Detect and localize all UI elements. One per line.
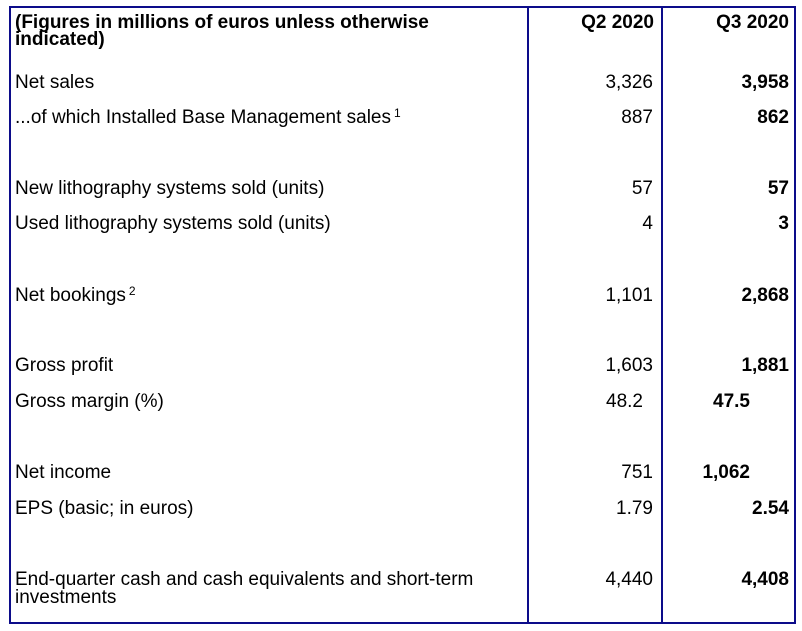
row-label: EPS (basic; in euros) xyxy=(15,498,194,519)
row-q3-value: 57 xyxy=(767,178,789,199)
financial-table: (Figures in millions of euros unless oth… xyxy=(9,6,796,624)
row-label: Gross profit xyxy=(15,355,114,376)
header-label: (Figures in millions of euros unless oth… xyxy=(15,12,429,50)
column-divider-q3 xyxy=(661,8,663,622)
row-label: Used lithography systems sold (units) xyxy=(15,213,331,234)
row-q3-value: 2.54 xyxy=(752,498,789,519)
row-q3-value: 3,958 xyxy=(741,72,789,93)
row-label: End-quarter cash and cash equivalents an… xyxy=(15,569,474,608)
header-q3: Q3 2020 xyxy=(716,12,789,33)
row-label: Net bookings 2 xyxy=(15,284,136,306)
row-q3-value: 2,868 xyxy=(741,285,789,306)
header-q2: Q2 2020 xyxy=(581,12,654,33)
row-q2-value: 48.2 xyxy=(606,391,643,412)
row-q2-value: 1.79 xyxy=(616,498,653,519)
row-label: Net income xyxy=(15,462,112,483)
row-label: New lithography systems sold (units) xyxy=(15,178,325,199)
row-q2-value: 751 xyxy=(621,462,653,483)
row-label: Net sales xyxy=(15,72,95,93)
row-q2-value: 1,603 xyxy=(605,355,653,376)
row-q3-value: 3 xyxy=(778,213,789,234)
row-q2-value: 887 xyxy=(621,107,653,128)
row-q3-value: 1,062 xyxy=(702,462,750,483)
row-q3-value: 4,408 xyxy=(741,569,789,590)
row-label: ...of which Installed Base Management sa… xyxy=(15,106,401,128)
row-label: Gross margin (%) xyxy=(15,391,164,412)
row-q3-value: 47.5 xyxy=(713,391,750,412)
footnote-ref: 1 xyxy=(393,106,401,120)
row-q2-value: 4 xyxy=(642,213,653,234)
row-q2-value: 1,101 xyxy=(605,285,653,306)
row-q3-value: 862 xyxy=(757,107,789,128)
footnote-ref: 2 xyxy=(128,284,136,298)
row-q2-value: 3,326 xyxy=(605,72,653,93)
column-divider-q2 xyxy=(527,8,529,622)
row-q2-value: 57 xyxy=(631,178,653,199)
row-q3-value: 1,881 xyxy=(741,355,789,376)
row-q2-value: 4,440 xyxy=(605,569,653,590)
